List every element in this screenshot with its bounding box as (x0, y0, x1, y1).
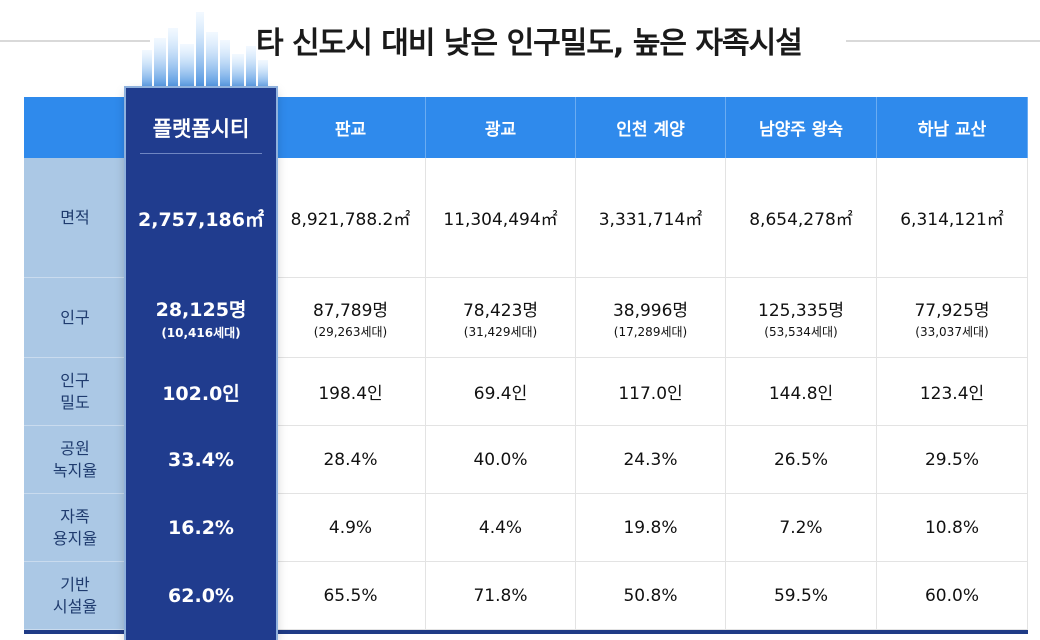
table-cell: 71.8% (426, 562, 576, 630)
table-cell: 4.4% (426, 494, 576, 562)
table-cell: 26.5% (726, 426, 877, 494)
cell-value: 78,423명 (462, 300, 539, 321)
table-cell: 7.2% (726, 494, 877, 562)
page-title: 타 신도시 대비 낮은 인구밀도, 높은 자족시설 (256, 26, 803, 61)
highlight-population-sub: (10,416세대) (161, 326, 241, 340)
table-cell: 24.3% (576, 426, 726, 494)
row-label-text: 면적 (60, 207, 90, 227)
cell-sub: (53,534세대) (764, 324, 838, 339)
row-label-text: 녹지율 (52, 460, 98, 480)
cell-sub: (33,037세대) (915, 324, 989, 339)
cell-value: 125,335명 (758, 300, 844, 321)
row-label-population: 인구 (24, 278, 126, 358)
highlight-population: 28,125명 (10,416세대) (126, 278, 276, 358)
header-namyangju-wangsuk: 남양주 왕숙 (726, 97, 877, 158)
title-rule-right (846, 40, 1040, 42)
table-cell: 8,654,278㎡ (726, 158, 877, 278)
table-cell: 38,996명 (17,289세대) (576, 278, 726, 358)
row-label-text: 인구 (60, 307, 90, 327)
row-label-self-sufficiency: 자족 용지율 (24, 494, 126, 562)
table-cell: 19.8% (576, 494, 726, 562)
table-bottom-bar (24, 630, 1028, 634)
cell-sub: (17,289세대) (613, 324, 688, 339)
cell-value: 77,925명 (914, 300, 990, 321)
table-cell: 3,331,714㎡ (576, 158, 726, 278)
title-rule-left (0, 40, 150, 42)
row-label-text: 시설율 (52, 596, 98, 616)
table-cell: 77,925명 (33,037세대) (877, 278, 1028, 358)
table-cell: 198.4인 (276, 358, 426, 426)
row-label-text: 밀도 (60, 392, 90, 412)
header-corner (24, 97, 126, 158)
highlight-infrastructure: 62.0% (168, 585, 234, 607)
cell-value: 87,789명 (312, 300, 389, 321)
table-cell: 123.4인 (877, 358, 1028, 426)
row-label-green-ratio: 공원 녹지율 (24, 426, 126, 494)
header-gwanggyo: 광교 (426, 97, 576, 158)
table-cell: 4.9% (276, 494, 426, 562)
table-cell: 87,789명 (29,263세대) (276, 278, 426, 358)
table-cell: 29.5% (877, 426, 1028, 494)
highlight-column: 플랫폼시티 2,757,186㎡ 28,125명 (10,416세대) 102.… (126, 97, 276, 630)
table-cell: 50.8% (576, 562, 726, 630)
cell-value: 38,996명 (612, 300, 689, 321)
row-label-area: 면적 (24, 158, 126, 278)
highlight-self-sufficiency: 16.2% (168, 517, 234, 539)
highlight-green-ratio: 33.4% (168, 449, 234, 471)
table-cell: 11,304,494㎡ (426, 158, 576, 278)
table-cell: 69.4인 (426, 358, 576, 426)
row-label-text: 자족 (60, 506, 90, 526)
table-cell: 65.5% (276, 562, 426, 630)
highlight-area: 2,757,186㎡ (138, 208, 264, 231)
row-label-text: 기반 (60, 574, 90, 594)
table-cell: 28.4% (276, 426, 426, 494)
table-cell: 78,423명 (31,429세대) (426, 278, 576, 358)
row-label-text: 공원 (60, 438, 90, 458)
highlight-column-panel (126, 88, 276, 640)
table-cell: 10.8% (877, 494, 1028, 562)
cell-sub: (29,263세대) (313, 324, 388, 339)
table-cell: 144.8인 (726, 358, 877, 426)
table-cell: 8,921,788.2㎡ (276, 158, 426, 278)
row-label-density: 인구 밀도 (24, 358, 126, 426)
table-cell: 125,335명 (53,534세대) (726, 278, 877, 358)
header-incheon-gyeyang: 인천 계양 (576, 97, 726, 158)
table-cell: 40.0% (426, 426, 576, 494)
header-pangyo: 판교 (276, 97, 426, 158)
table-cell: 60.0% (877, 562, 1028, 630)
row-label-text: 용지율 (52, 528, 98, 548)
table-cell: 6,314,121㎡ (877, 158, 1028, 278)
city-skyline-icon (142, 12, 268, 92)
highlight-population-value: 28,125명 (155, 299, 247, 321)
row-label-infrastructure: 기반 시설율 (24, 562, 126, 630)
table-cell: 117.0인 (576, 358, 726, 426)
header-hanam-gyosan: 하남 교산 (877, 97, 1028, 158)
highlight-density: 102.0인 (162, 382, 240, 405)
table-cell: 59.5% (726, 562, 877, 630)
row-label-text: 인구 (60, 370, 90, 390)
highlight-header: 플랫폼시티 (126, 97, 276, 158)
cell-sub: (31,429세대) (463, 324, 538, 339)
